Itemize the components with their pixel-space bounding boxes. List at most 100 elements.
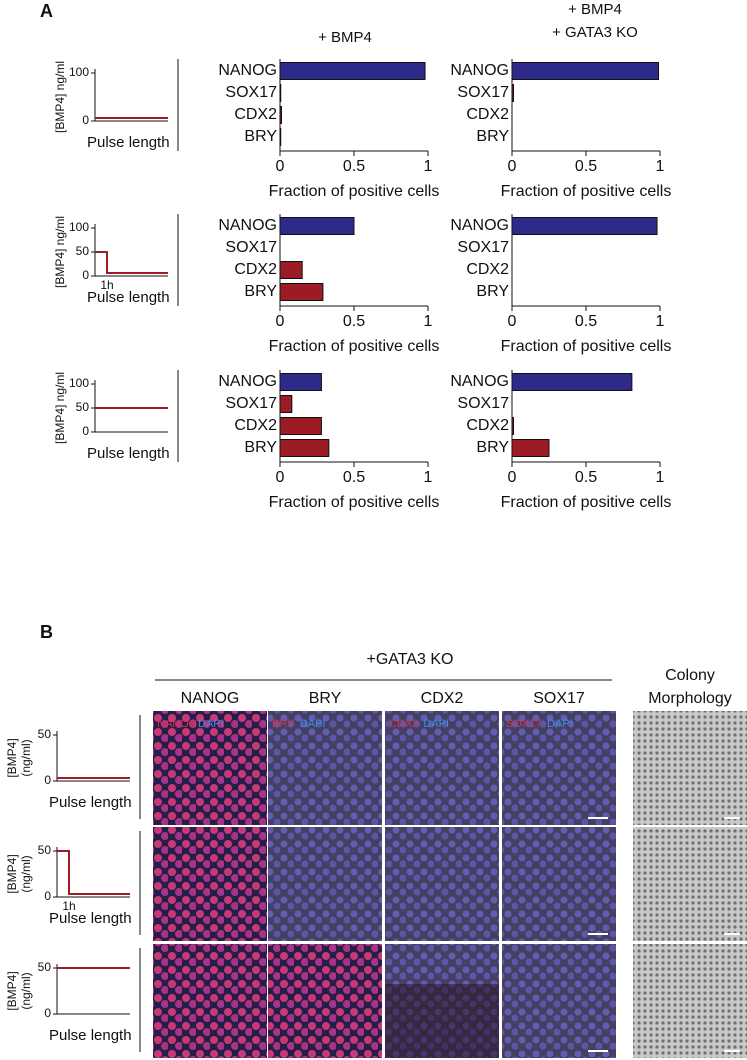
x-axis-title: Fraction of positive cells	[269, 494, 440, 511]
category-label: CDX2	[234, 261, 277, 278]
bar	[279, 283, 324, 301]
category-label: BRY	[476, 439, 509, 456]
bar	[279, 217, 355, 235]
stain-label: DAPI	[423, 718, 449, 730]
x-tick-label: 1	[424, 158, 433, 175]
bar	[511, 417, 514, 435]
column-title: + BMP4	[318, 29, 372, 46]
bar	[279, 128, 282, 146]
category-label: SOX17	[457, 84, 509, 101]
category-label: NANOG	[218, 62, 277, 79]
stain-label: CDX2	[389, 718, 418, 730]
y-tick-label: 100	[69, 65, 89, 79]
stain-label: DAPI	[300, 718, 326, 730]
pulse-label: 1h	[100, 278, 113, 292]
category-label: NANOG	[450, 217, 509, 234]
x-tick-label: 0	[276, 313, 285, 330]
stain-label: DAPI	[198, 718, 224, 730]
x-tick-label: 0	[508, 158, 517, 175]
colony-image	[633, 711, 747, 825]
y-tick-label: 0	[44, 773, 51, 787]
y-tick-label: 50	[38, 843, 52, 857]
category-label: BRY	[476, 283, 509, 300]
micrograph	[268, 711, 382, 825]
micrograph	[385, 827, 499, 941]
morphology-title: Morphology	[648, 690, 732, 707]
x-tick-label: 0	[276, 469, 285, 486]
category-label: SOX17	[225, 84, 277, 101]
y-tick-label: 100	[69, 376, 89, 390]
x-tick-label: 1	[424, 469, 433, 486]
y-tick-label: 50	[76, 400, 90, 414]
category-label: NANOG	[450, 373, 509, 390]
x-axis-title: Pulse length	[87, 134, 170, 151]
stain-label: NANOG	[157, 718, 197, 730]
x-axis-title: Pulse length	[87, 445, 170, 462]
y-axis-title: [BMP4]	[5, 738, 19, 777]
x-axis-title: Pulse length	[87, 289, 170, 306]
bar	[511, 84, 514, 102]
category-label: NANOG	[218, 373, 277, 390]
panel-label: B	[40, 622, 53, 642]
x-tick-label: 0.5	[343, 313, 365, 330]
y-tick-label: 50	[38, 727, 52, 741]
column-header: SOX17	[533, 690, 585, 707]
micrograph	[385, 711, 499, 825]
stain-label: BRY	[272, 718, 295, 730]
x-tick-label: 0	[276, 158, 285, 175]
group-title: +GATA3 KO	[367, 651, 454, 668]
y-axis-title: (ng/ml)	[19, 855, 33, 892]
stain-label: SOX17	[506, 718, 541, 730]
pulse-label: 1h	[62, 899, 75, 913]
bar	[279, 84, 282, 102]
column-title: + GATA3 KO	[552, 24, 638, 41]
pulse-profile	[57, 850, 130, 895]
category-label: NANOG	[218, 217, 277, 234]
x-axis-title: Pulse length	[49, 910, 132, 927]
x-tick-label: 1	[656, 313, 665, 330]
bar	[279, 261, 303, 279]
morphology-title: Colony	[665, 667, 715, 684]
micrograph	[268, 944, 382, 1058]
bar	[511, 62, 660, 80]
y-tick-label: 0	[44, 1006, 51, 1020]
y-axis-title: [BMP4] ng/ml	[53, 216, 67, 288]
y-tick-label: 0	[82, 268, 89, 282]
stain-label: DAPI	[547, 718, 573, 730]
category-label: CDX2	[234, 106, 277, 123]
x-tick-label: 0.5	[343, 469, 365, 486]
y-tick-label: 50	[76, 244, 90, 258]
column-header: NANOG	[181, 690, 240, 707]
category-label: BRY	[244, 128, 277, 145]
y-axis-title: [BMP4]	[5, 971, 19, 1010]
x-axis-title: Pulse length	[49, 794, 132, 811]
micrograph	[153, 944, 267, 1058]
micrograph	[502, 944, 616, 1058]
bar	[279, 439, 330, 457]
y-tick-label: 100	[69, 220, 89, 234]
y-tick-label: 0	[82, 424, 89, 438]
bar	[279, 106, 282, 124]
x-tick-label: 1	[656, 469, 665, 486]
micrograph	[502, 827, 616, 941]
category-label: SOX17	[457, 395, 509, 412]
micrograph	[153, 711, 267, 825]
column-header: CDX2	[421, 690, 464, 707]
x-axis-title: Fraction of positive cells	[501, 494, 672, 511]
y-tick-label: 0	[44, 889, 51, 903]
y-tick-label: 0	[82, 113, 89, 127]
category-label: SOX17	[457, 239, 509, 256]
x-tick-label: 0	[508, 469, 517, 486]
y-tick-label: 50	[38, 960, 52, 974]
bar	[511, 439, 550, 457]
pulse-profile	[95, 251, 168, 274]
panel-label: A	[40, 1, 53, 21]
colony-image	[633, 827, 747, 941]
bar	[511, 373, 633, 391]
x-axis-title: Fraction of positive cells	[501, 338, 672, 355]
x-tick-label: 0.5	[575, 158, 597, 175]
x-axis-title: Fraction of positive cells	[269, 183, 440, 200]
bar	[279, 62, 426, 80]
category-label: BRY	[244, 439, 277, 456]
